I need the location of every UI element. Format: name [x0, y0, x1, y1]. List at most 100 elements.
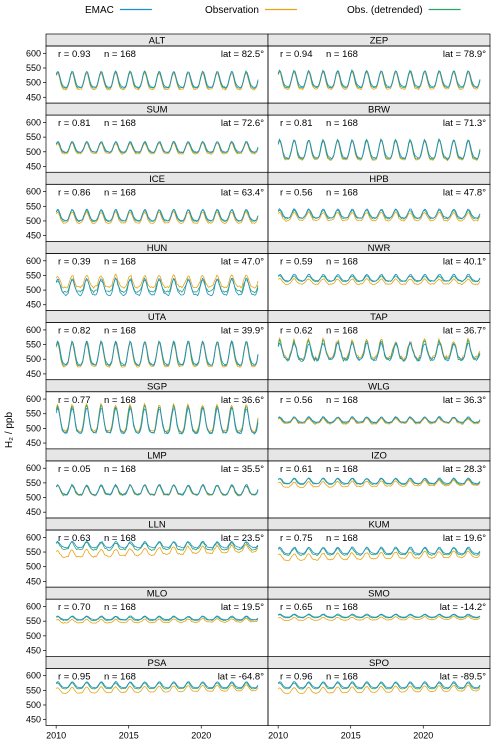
- y-tick-label: 600: [26, 602, 41, 612]
- panel-hun: HUN r = 0.39 n = 168 lat = 47.0°: [45, 241, 269, 311]
- y-tick-label: 500: [26, 700, 41, 710]
- series-observation-line: [55, 684, 259, 694]
- y-tick-label: 550: [26, 63, 41, 73]
- x-tick-label: 2010: [268, 731, 288, 741]
- panel-ice: ICE r = 0.86 n = 168 lat = 63.4°: [45, 171, 269, 242]
- station-name: ZEP: [370, 36, 388, 47]
- station-name: ALT: [149, 36, 166, 47]
- correlation-label: r = 0.63: [58, 533, 90, 544]
- latitude-label: lat = 19.5°: [221, 602, 264, 613]
- series-observation-line: [55, 543, 259, 558]
- sample-count-label: n = 168: [104, 395, 136, 406]
- correlation-label: r = 0.56: [280, 395, 312, 406]
- y-tick-label: 450: [26, 369, 41, 379]
- series-observation-line: [277, 277, 481, 286]
- correlation-label: r = 0.59: [280, 256, 312, 267]
- station-name: IZO: [371, 450, 387, 461]
- correlation-label: r = 0.75: [280, 533, 312, 544]
- sample-count-label: n = 168: [104, 49, 136, 60]
- y-tick-label: 600: [26, 394, 41, 404]
- legend-label: Obs. (detrended): [347, 5, 423, 16]
- sample-count-label: n = 168: [326, 326, 358, 337]
- y-tick-label: 550: [26, 478, 41, 488]
- panel-zep: ZEP r = 0.94 n = 168 lat = 78.9°: [267, 33, 491, 104]
- y-tick-label: 600: [26, 256, 41, 266]
- sample-count-label: n = 168: [326, 464, 358, 475]
- latitude-label: lat = 63.4°: [221, 187, 264, 198]
- correlation-label: r = 0.70: [58, 602, 90, 613]
- y-tick-label: 500: [26, 354, 41, 364]
- panel-wlg: WLG r = 0.56 n = 168 lat = 36.3°: [267, 379, 491, 450]
- series-emac-line: [55, 615, 259, 621]
- panel-sum: SUM r = 0.81 n = 168 lat = 72.6°: [45, 102, 269, 173]
- series-emac-line: [277, 681, 481, 689]
- panel-nwr: NWR r = 0.59 n = 168 lat = 40.1°: [267, 241, 491, 311]
- latitude-label: lat = 47.0°: [221, 256, 264, 267]
- series-emac-line: [277, 416, 481, 424]
- y-tick-label: 550: [26, 270, 41, 280]
- x-tick-label: 2010: [46, 731, 66, 741]
- sample-count-label: n = 168: [326, 533, 358, 544]
- sample-count-label: n = 168: [104, 533, 136, 544]
- series-observation-line: [277, 479, 481, 488]
- station-name: HUN: [147, 243, 168, 254]
- correlation-label: r = 0.39: [58, 256, 90, 267]
- panel-uta: UTA r = 0.82 n = 168 lat = 39.9°: [45, 310, 269, 381]
- station-name: LMP: [147, 450, 167, 461]
- series-emac-line: [277, 139, 481, 159]
- series-emac-line: [55, 407, 259, 435]
- correlation-label: r = 0.81: [58, 118, 90, 129]
- latitude-label: lat = -64.8°: [218, 671, 265, 682]
- y-tick-label: 450: [26, 161, 41, 171]
- panel-spo: SPO r = 0.96 n = 168 lat = -89.5°: [267, 655, 491, 726]
- correlation-label: r = 0.56: [280, 187, 312, 198]
- station-name: BRW: [368, 105, 390, 116]
- series-emac-line: [55, 540, 259, 549]
- panel-mlo: MLO r = 0.70 n = 168 lat = 19.5°: [45, 586, 269, 657]
- correlation-label: r = 0.86: [58, 187, 90, 198]
- series-emac-line: [55, 208, 259, 222]
- series-observation-line: [55, 273, 259, 289]
- y-tick-label: 500: [26, 631, 41, 641]
- correlation-label: r = 0.61: [280, 464, 312, 475]
- correlation-label: r = 0.95: [58, 671, 90, 682]
- correlation-label: r = 0.82: [58, 326, 90, 337]
- x-tick-label: 2020: [413, 731, 433, 741]
- latitude-label: lat = 36.6°: [221, 395, 264, 406]
- latitude-label: lat = -89.5°: [440, 671, 487, 682]
- panel-izo: IZO r = 0.61 n = 168 lat = 28.3°: [267, 448, 491, 519]
- y-tick-label: 550: [26, 547, 41, 557]
- y-tick-label: 500: [26, 78, 41, 88]
- y-tick-label: 550: [26, 685, 41, 695]
- y-tick-label: 500: [26, 423, 41, 433]
- sample-count-label: n = 168: [104, 256, 136, 267]
- correlation-label: r = 0.65: [280, 602, 312, 613]
- station-name: KUM: [368, 520, 389, 531]
- series-emac-line: [277, 477, 481, 485]
- correlation-label: r = 0.93: [58, 49, 90, 60]
- station-name: HPB: [369, 174, 389, 185]
- series-emac-line: [55, 277, 259, 297]
- legend-entry: Observation: [205, 5, 297, 16]
- panel-smo: SMO r = 0.65 n = 168 lat = -14.2°: [267, 586, 491, 657]
- y-tick-label: 450: [26, 576, 41, 586]
- x-tick-label: 2015: [341, 731, 361, 741]
- station-name: ICE: [149, 174, 165, 185]
- station-name: LLN: [148, 520, 166, 531]
- sample-count-label: n = 168: [326, 602, 358, 613]
- y-tick-label: 550: [26, 616, 41, 626]
- y-tick-label: 450: [26, 507, 41, 517]
- y-tick-label: 550: [26, 201, 41, 211]
- series-observation-line: [55, 210, 259, 225]
- series-emac-line: [55, 483, 259, 496]
- station-name: SPO: [369, 658, 389, 669]
- correlation-label: r = 0.81: [280, 118, 312, 129]
- series-emac-line: [277, 208, 481, 219]
- x-tick-label: 2020: [191, 731, 211, 741]
- latitude-label: lat = -14.2°: [440, 602, 487, 613]
- y-tick-label: 450: [26, 438, 41, 448]
- latitude-label: lat = 72.6°: [221, 118, 264, 129]
- panel-psa: PSA r = 0.95 n = 168 lat = -64.8°: [45, 655, 269, 726]
- sample-count-label: n = 168: [326, 256, 358, 267]
